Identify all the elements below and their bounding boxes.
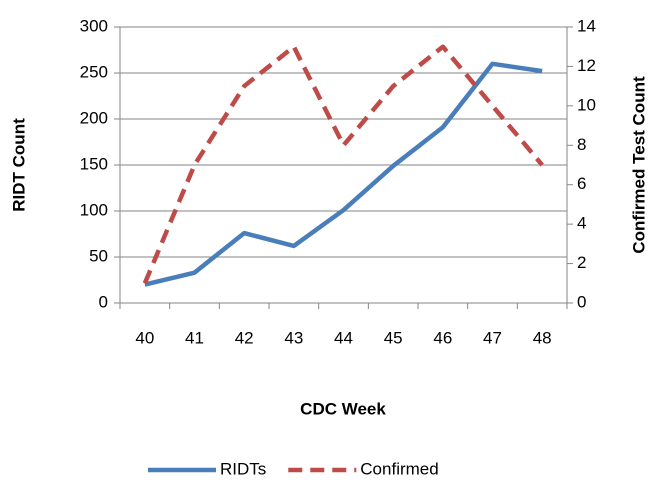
y2-tick-label: 0 — [577, 292, 586, 311]
legend-label: RIDTs — [220, 459, 266, 478]
series-line — [142, 44, 544, 285]
x-tick-label: 41 — [185, 328, 204, 347]
x-axis-title: CDC Week — [300, 399, 386, 418]
y2-tick-label: 8 — [577, 135, 586, 154]
x-tick-label: 42 — [235, 328, 254, 347]
x-tick-label: 47 — [483, 328, 502, 347]
y-tick-label: 0 — [99, 292, 108, 311]
y2-tick-label: 4 — [577, 214, 586, 233]
x-tick-label: 48 — [533, 328, 552, 347]
x-tick-label: 46 — [433, 328, 452, 347]
x-tick-label: 44 — [334, 328, 353, 347]
y-axis-title: RIDT Count — [9, 118, 28, 212]
y-tick-label: 50 — [89, 246, 108, 265]
x-tick-label: 45 — [384, 328, 403, 347]
y-tick-label: 250 — [80, 62, 108, 81]
series-line — [144, 61, 543, 287]
y2-tick-label: 12 — [577, 56, 596, 75]
y2-axis-title: Confirmed Test Count — [629, 76, 648, 254]
y-tick-label: 100 — [80, 200, 108, 219]
y-tick-label: 300 — [80, 16, 108, 35]
y2-tick-label: 2 — [577, 253, 586, 272]
x-tick-label: 43 — [284, 328, 303, 347]
y2-tick-label: 14 — [577, 16, 596, 35]
y2-tick-label: 6 — [577, 174, 586, 193]
x-tick-label: 40 — [135, 328, 154, 347]
y-tick-label: 200 — [80, 108, 108, 127]
y-tick-label: 150 — [80, 154, 108, 173]
y2-tick-label: 10 — [577, 95, 596, 114]
legend-label: Confirmed — [360, 459, 438, 478]
